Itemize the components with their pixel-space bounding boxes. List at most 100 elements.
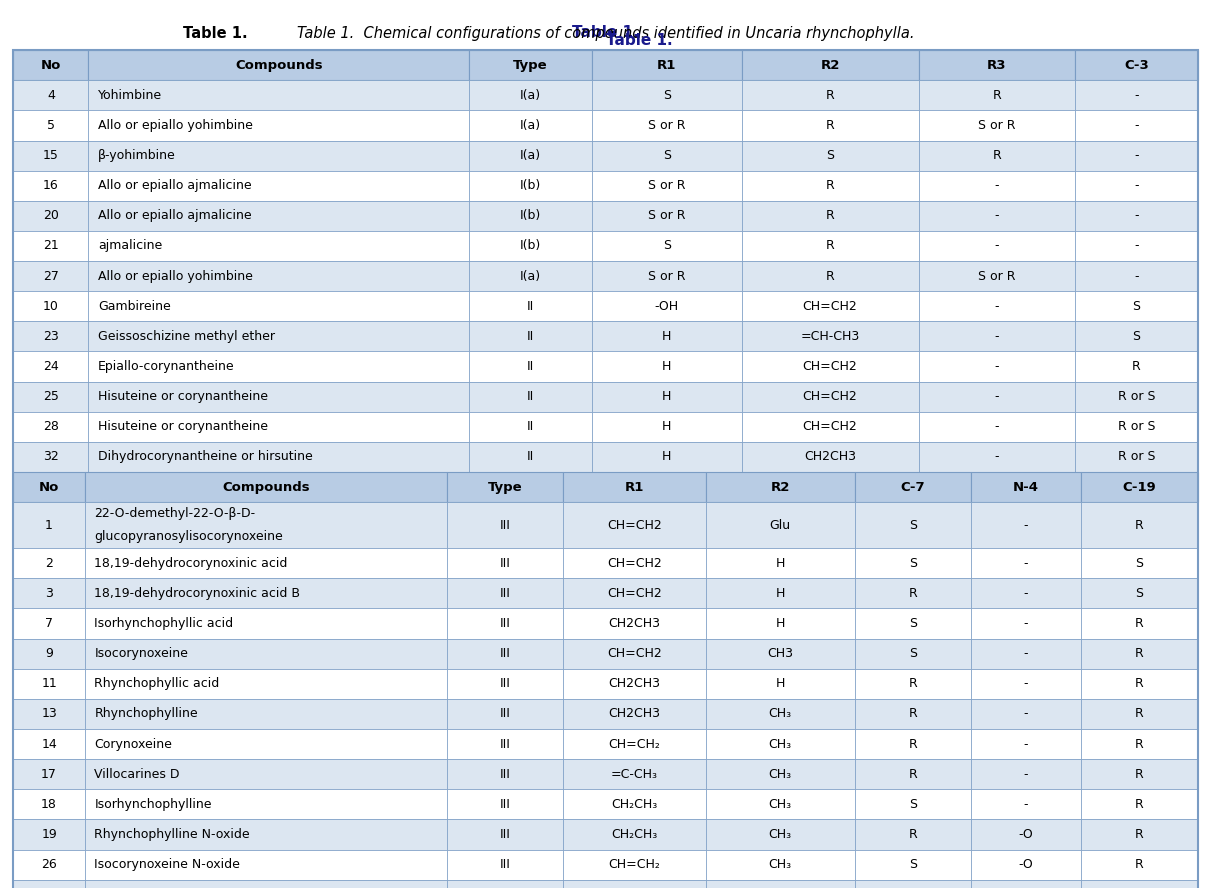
FancyBboxPatch shape: [592, 140, 741, 171]
FancyBboxPatch shape: [88, 351, 470, 381]
FancyBboxPatch shape: [13, 638, 85, 669]
Text: C-7: C-7: [901, 481, 925, 493]
Text: 2: 2: [45, 557, 53, 570]
FancyBboxPatch shape: [706, 699, 855, 729]
Text: 18,19-dehydrocorynoxinic acid B: 18,19-dehydrocorynoxinic acid B: [94, 587, 300, 600]
Text: 9: 9: [45, 647, 53, 661]
FancyBboxPatch shape: [706, 729, 855, 759]
FancyBboxPatch shape: [971, 789, 1081, 820]
FancyBboxPatch shape: [918, 110, 1075, 140]
FancyBboxPatch shape: [855, 579, 971, 608]
FancyBboxPatch shape: [447, 669, 563, 699]
Text: CH=CH₂: CH=CH₂: [609, 858, 660, 871]
Text: III: III: [500, 587, 511, 600]
Text: R: R: [1135, 768, 1143, 781]
FancyBboxPatch shape: [741, 321, 918, 351]
Text: CH₃: CH₃: [769, 768, 792, 781]
Text: 11: 11: [41, 677, 57, 690]
FancyBboxPatch shape: [592, 80, 741, 110]
FancyBboxPatch shape: [1075, 80, 1198, 110]
FancyBboxPatch shape: [470, 261, 592, 292]
Text: 13: 13: [41, 708, 57, 720]
Text: R: R: [1135, 797, 1143, 811]
FancyBboxPatch shape: [470, 80, 592, 110]
Text: Table 1.  Chemical configurations of compounds identified in Uncaria rhynchophyl: Table 1. Chemical configurations of comp…: [297, 26, 914, 41]
Text: -: -: [994, 180, 999, 192]
FancyBboxPatch shape: [1075, 201, 1198, 231]
FancyBboxPatch shape: [855, 850, 971, 879]
Text: -: -: [1023, 797, 1028, 811]
FancyBboxPatch shape: [85, 638, 447, 669]
FancyBboxPatch shape: [741, 442, 918, 472]
Text: -: -: [1023, 647, 1028, 661]
Text: 20: 20: [42, 209, 59, 222]
FancyBboxPatch shape: [85, 789, 447, 820]
Text: III: III: [500, 768, 511, 781]
Text: R: R: [1135, 708, 1143, 720]
FancyBboxPatch shape: [1075, 321, 1198, 351]
Text: R: R: [1135, 858, 1143, 871]
FancyBboxPatch shape: [592, 442, 741, 472]
FancyBboxPatch shape: [1081, 699, 1198, 729]
Text: III: III: [500, 708, 511, 720]
Text: No: No: [41, 59, 61, 72]
Text: S: S: [662, 89, 671, 102]
Text: -: -: [1023, 617, 1028, 630]
FancyBboxPatch shape: [88, 231, 470, 261]
Text: -: -: [1133, 89, 1138, 102]
Text: 18: 18: [41, 797, 57, 811]
Text: H: H: [662, 390, 671, 403]
Text: S: S: [1132, 300, 1141, 313]
Text: R2: R2: [770, 481, 790, 493]
Text: R: R: [826, 239, 834, 252]
Text: R: R: [1135, 828, 1143, 841]
FancyBboxPatch shape: [971, 729, 1081, 759]
Text: R1: R1: [658, 59, 677, 72]
Text: R: R: [908, 738, 917, 750]
FancyBboxPatch shape: [741, 140, 918, 171]
Text: Isocorynoxeine: Isocorynoxeine: [94, 647, 188, 661]
Text: -: -: [994, 360, 999, 373]
FancyBboxPatch shape: [918, 351, 1075, 381]
Text: 21: 21: [44, 239, 59, 252]
Text: -: -: [1023, 518, 1028, 532]
FancyBboxPatch shape: [1081, 579, 1198, 608]
Text: III: III: [500, 858, 511, 871]
FancyBboxPatch shape: [855, 608, 971, 638]
FancyBboxPatch shape: [563, 850, 706, 879]
FancyBboxPatch shape: [918, 140, 1075, 171]
Text: H: H: [662, 420, 671, 433]
FancyBboxPatch shape: [918, 321, 1075, 351]
FancyBboxPatch shape: [1081, 789, 1198, 820]
Text: Table 1.: Table 1.: [606, 33, 672, 47]
FancyBboxPatch shape: [1081, 638, 1198, 669]
Text: R or S: R or S: [1118, 390, 1155, 403]
FancyBboxPatch shape: [855, 638, 971, 669]
FancyBboxPatch shape: [13, 579, 85, 608]
Text: =CH-CH3: =CH-CH3: [800, 330, 860, 343]
Text: CH=CH2: CH=CH2: [803, 300, 857, 313]
FancyBboxPatch shape: [13, 442, 88, 472]
FancyBboxPatch shape: [447, 638, 563, 669]
FancyBboxPatch shape: [592, 231, 741, 261]
FancyBboxPatch shape: [1075, 171, 1198, 201]
FancyBboxPatch shape: [447, 879, 563, 889]
Text: S: S: [1135, 557, 1143, 570]
FancyBboxPatch shape: [855, 879, 971, 889]
Text: Rhynchophylline: Rhynchophylline: [94, 708, 197, 720]
FancyBboxPatch shape: [918, 442, 1075, 472]
FancyBboxPatch shape: [13, 820, 85, 850]
Text: S: S: [662, 239, 671, 252]
Text: C-19: C-19: [1123, 481, 1157, 493]
Text: Allo or epiallo yohimbine: Allo or epiallo yohimbine: [98, 269, 253, 283]
Text: CH=CH₂: CH=CH₂: [609, 738, 660, 750]
FancyBboxPatch shape: [741, 231, 918, 261]
Text: -: -: [994, 300, 999, 313]
Text: Type: Type: [513, 59, 547, 72]
Text: -: -: [994, 451, 999, 463]
Text: H: H: [775, 677, 785, 690]
Text: H: H: [775, 587, 785, 600]
FancyBboxPatch shape: [470, 201, 592, 231]
Text: S or R: S or R: [648, 269, 685, 283]
FancyBboxPatch shape: [13, 261, 88, 292]
